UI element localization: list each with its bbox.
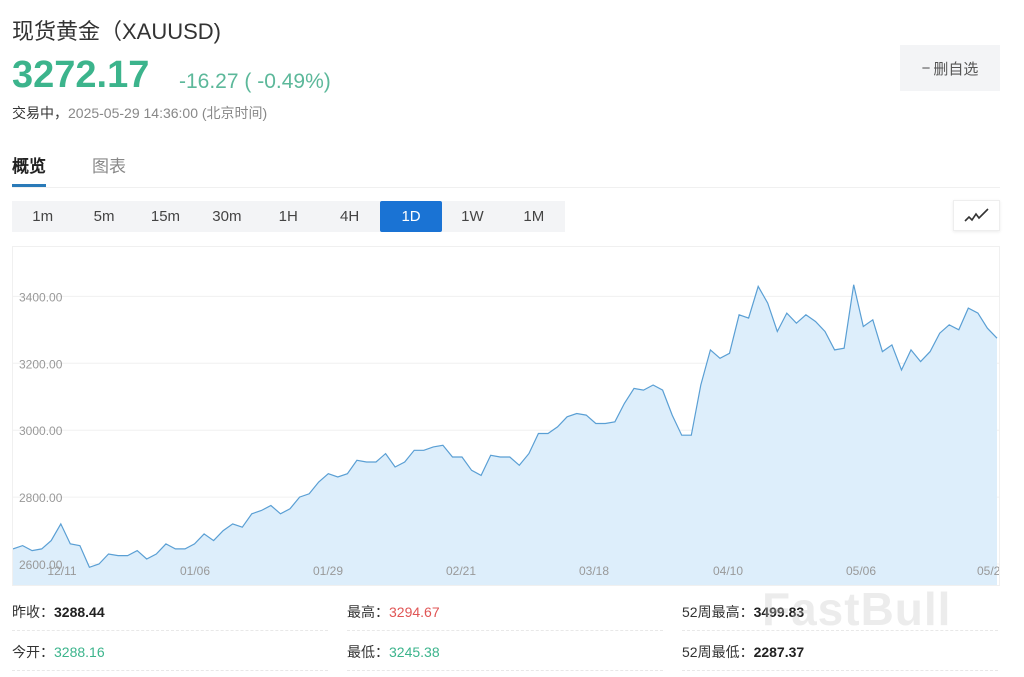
chart-type-button[interactable] <box>953 200 1000 231</box>
x-tick-label: 12/11 <box>47 564 76 578</box>
stat-label: 52周最高： <box>682 603 754 620</box>
stat-prev-close: 昨收： 3288.44 <box>12 593 328 631</box>
period-selector: 1m 5m 15m 30m 1H 4H 1D 1W 1M <box>12 201 565 232</box>
period-30m[interactable]: 30m <box>196 201 257 232</box>
period-4h[interactable]: 4H <box>319 201 380 232</box>
price-chart[interactable]: 2600.00 2800.00 3000.00 3200.00 3400.00 12/11… <box>12 246 1001 586</box>
status-label: 交易中， <box>12 105 68 121</box>
period-1d[interactable]: 1D <box>380 201 442 232</box>
stat-value: 2287.37 <box>753 643 805 660</box>
stat-value: 3499.83 <box>753 603 805 620</box>
line-chart-icon <box>963 207 989 222</box>
timestamp: 2025-05-29 14:36:00 (北京时间) <box>68 105 268 121</box>
y-tick-label: 2600.00 <box>19 558 63 572</box>
period-1m[interactable]: 1m <box>12 201 73 232</box>
y-tick-label: 2800.00 <box>19 491 63 505</box>
trading-status: 交易中，2025-05-29 14:36:00 (北京时间) <box>12 103 267 123</box>
period-1h[interactable]: 1H <box>258 201 319 232</box>
instrument-title: 现货黄金（XAUUSD) <box>12 19 222 44</box>
stat-open: 今开： 3288.16 <box>12 633 328 671</box>
period-5m[interactable]: 5m <box>73 201 134 232</box>
tab-chart[interactable]: 图表 <box>92 157 126 176</box>
current-price: 3272.17 <box>12 54 150 96</box>
x-tick-label: 01/06 <box>180 564 210 578</box>
stat-label: 最低： <box>347 643 389 660</box>
tab-overview[interactable]: 概览 <box>12 152 46 187</box>
x-tick-label: 05/06 <box>846 564 876 578</box>
x-tick-label: 04/10 <box>713 564 743 578</box>
x-tick-label: 01/29 <box>313 564 343 578</box>
stat-label: 昨收： <box>12 603 54 620</box>
stat-52w-low: 52周最低： 2287.37 <box>682 633 998 671</box>
period-1mo[interactable]: 1M <box>503 201 564 232</box>
stat-value: 3288.44 <box>54 603 105 620</box>
period-15m[interactable]: 15m <box>135 201 196 232</box>
y-tick-label: 3400.00 <box>19 290 63 304</box>
x-tick-label: 05/2 <box>977 564 999 578</box>
stat-value: 3245.38 <box>389 643 440 660</box>
x-tick-label: 03/18 <box>579 564 609 578</box>
stat-value: 3288.16 <box>54 643 105 660</box>
stat-label: 今开： <box>12 643 54 660</box>
price-line <box>12 284 998 569</box>
price-chart-svg: 2600.00 2800.00 3000.00 3200.00 3400.00 12/11… <box>12 284 1001 585</box>
stat-label: 52周最低： <box>682 643 754 660</box>
stat-52w-high: 52周最高： 3499.83 <box>682 593 998 631</box>
period-1w[interactable]: 1W <box>442 201 503 232</box>
stat-high: 最高： 3294.67 <box>347 593 663 631</box>
remove-watchlist-button[interactable]: − 删自选 <box>900 45 1000 91</box>
minus-icon: − <box>921 59 931 77</box>
tab-bar: 概览 图表 <box>12 150 1000 188</box>
remove-watchlist-label: 删自选 <box>933 60 979 78</box>
stat-value: 3294.67 <box>389 603 440 620</box>
x-tick-label: 02/21 <box>446 564 476 578</box>
y-tick-label: 3200.00 <box>19 357 63 371</box>
price-change: -16.27 ( -0.49%) <box>179 70 331 93</box>
stat-low: 最低： 3245.38 <box>347 633 663 671</box>
y-tick-label: 3000.00 <box>19 424 63 438</box>
stat-label: 最高： <box>347 603 389 620</box>
price-area <box>13 284 997 585</box>
